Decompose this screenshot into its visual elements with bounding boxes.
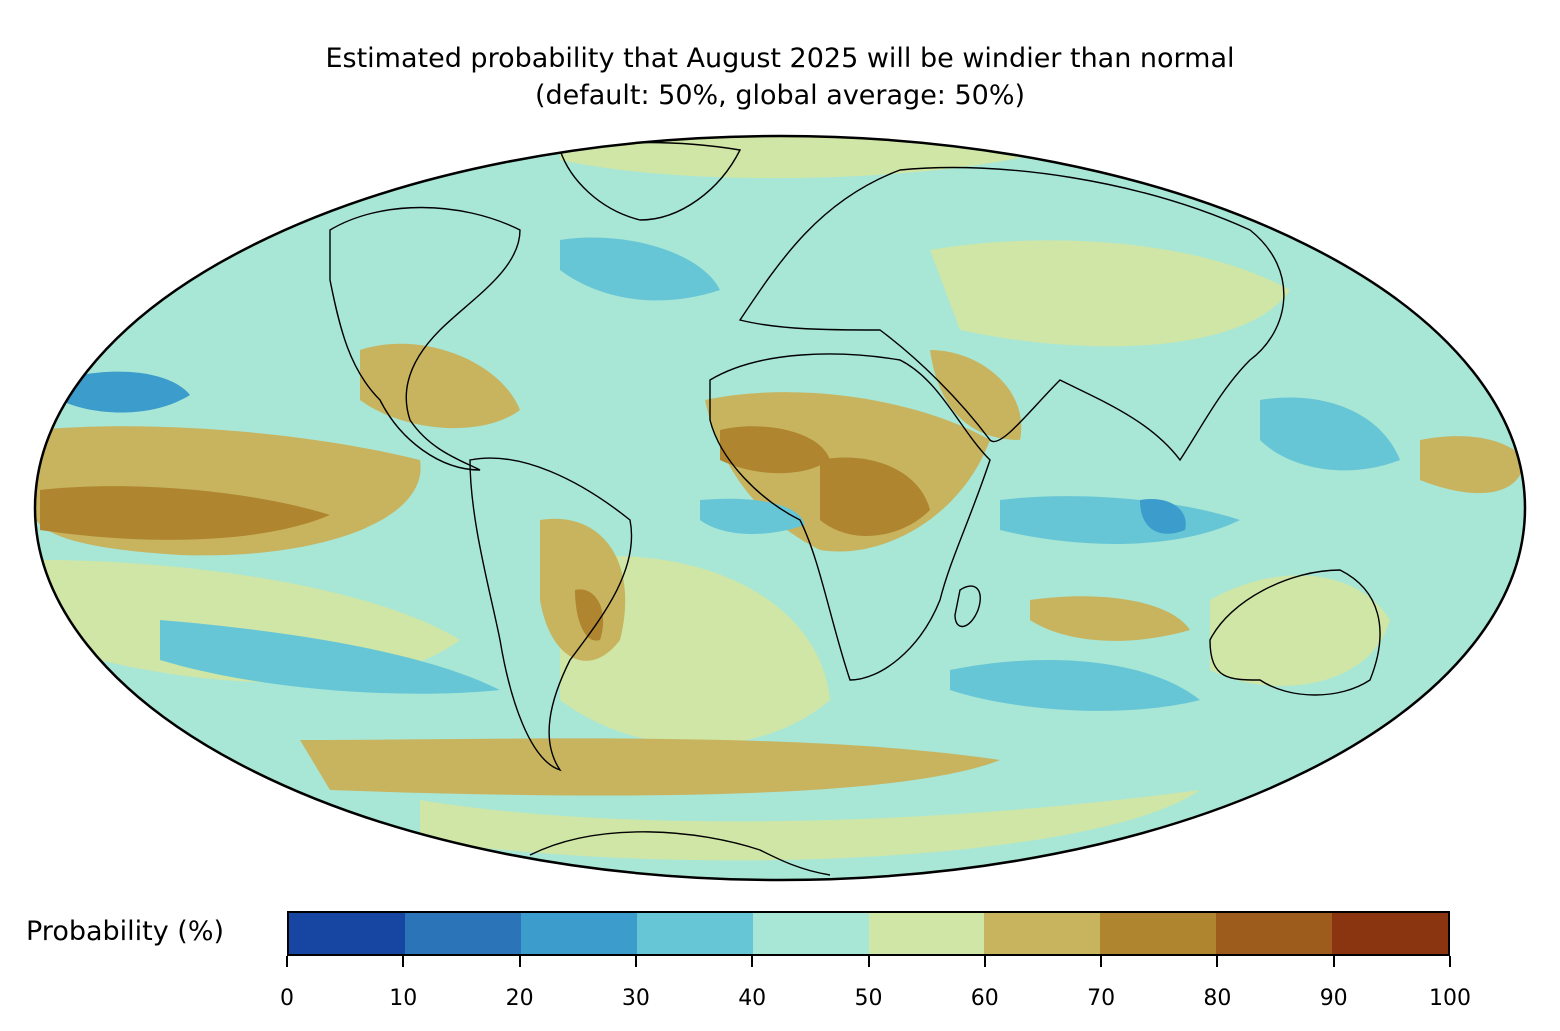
region-indian-ocean-equatorial (1000, 496, 1240, 544)
colorbar-tick (286, 956, 288, 967)
region-south-atlantic (560, 556, 830, 745)
region-north-atlantic (560, 237, 720, 301)
colorbar-tick-label: 30 (621, 986, 650, 1011)
region-mexico-gulf (360, 343, 520, 429)
colorbar-tick (402, 956, 405, 967)
colorbar-tick (751, 956, 754, 967)
region-arabia (930, 350, 1022, 440)
region-north-pacific-west (60, 371, 190, 413)
colorbar-tick-label: 70 (1087, 986, 1116, 1011)
region-southern-ocean-low (420, 790, 1200, 861)
region-east-pacific-band (40, 486, 330, 540)
colorbar-tick (1332, 956, 1335, 967)
region-central-asia (930, 240, 1290, 347)
madagascar-coast (954, 585, 981, 628)
map-title: Estimated probability that August 2025 w… (0, 40, 1560, 114)
colorbar-tick-label: 20 (505, 986, 534, 1011)
region-south-indian (950, 660, 1200, 711)
colorbar-segment (752, 913, 869, 954)
colorbar-tick-label: 100 (1429, 986, 1471, 1011)
south-america-coast (469, 457, 633, 772)
coastlines (329, 141, 1381, 876)
colorbar-segment (984, 913, 1101, 954)
globe-outline (33, 134, 1527, 882)
africa-coast (709, 353, 991, 681)
colorbar-tick (983, 956, 986, 967)
colorbar-tick-label: 40 (738, 986, 767, 1011)
colorbar-segment (1100, 913, 1217, 954)
colorbar-tick-label: 0 (280, 986, 294, 1011)
colorbar-segment (636, 913, 753, 954)
region-south-pacific-band (160, 620, 500, 694)
colorbar-tick (867, 956, 870, 967)
colorbar-tick-label: 90 (1319, 986, 1348, 1011)
region-australia (1210, 575, 1390, 686)
colorbar-tick (1449, 956, 1451, 967)
title-line-2: (default: 50%, global average: 50%) (534, 80, 1026, 111)
region-maritime-continent (1260, 397, 1400, 471)
colorbar-tick-label: 60 (970, 986, 999, 1011)
colorbar-tick-label: 10 (389, 986, 418, 1011)
region-brazil-core (575, 589, 604, 641)
colorbar (287, 911, 1450, 956)
colorbar-ticks: 0 10 20 30 40 50 60 70 80 90 100 (280, 956, 1471, 1016)
region-east-indian-ocean (1420, 436, 1525, 494)
colorbar-segment (868, 913, 985, 954)
australia-coast (1209, 569, 1381, 696)
colorbar-segment (1332, 913, 1449, 954)
title-line-1: Estimated probability that August 2025 w… (325, 43, 1235, 74)
region-central-africa (820, 457, 930, 537)
colorbar-tick-label: 50 (854, 986, 883, 1011)
region-southern-ocean-band (300, 738, 1000, 796)
colorbar-segment (1216, 913, 1333, 954)
colorbar-label: Probability (%) (26, 916, 225, 947)
eurasia-coast (738, 166, 1285, 462)
colorbar-segment (520, 913, 637, 954)
colorbar-tick (518, 956, 521, 967)
region-sahel (720, 426, 830, 474)
colorbar-tick (634, 956, 637, 967)
colorbar-tick (1216, 956, 1219, 967)
colorbar-segment (404, 913, 521, 954)
region-indian-ocean-core (1140, 499, 1186, 534)
colorbar-tick-label: 80 (1203, 986, 1232, 1011)
region-australia-west (1030, 596, 1190, 641)
antarctica-coast (529, 831, 831, 876)
colorbar-tick (1100, 956, 1103, 967)
colorbar-segment (289, 913, 405, 954)
north-america-coast (329, 206, 521, 471)
